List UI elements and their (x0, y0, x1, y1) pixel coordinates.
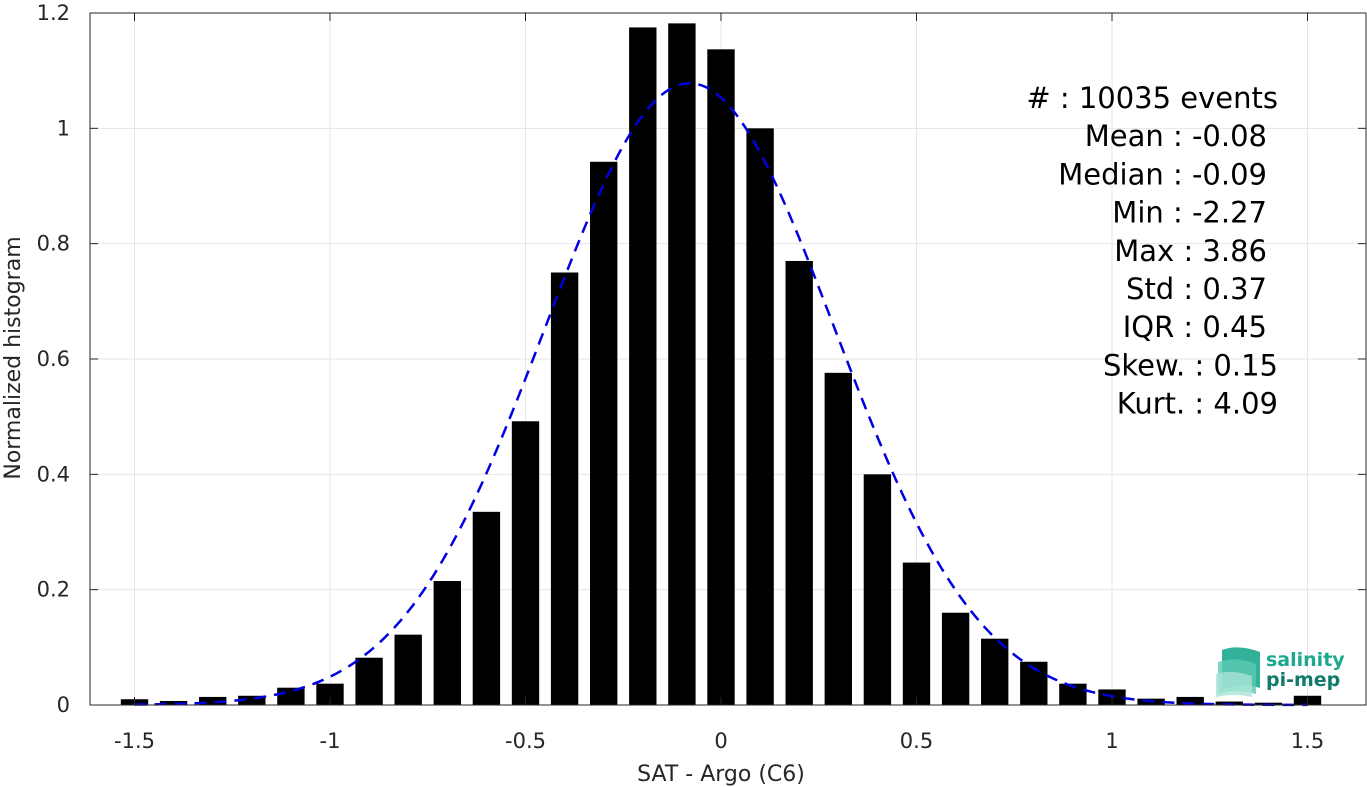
histogram-bar (316, 683, 344, 705)
x-tick-label: 1 (1105, 729, 1118, 753)
gaussian-fit-curve (134, 82, 1308, 707)
y-tick-label: 1.2 (37, 1, 70, 25)
stat-line: Min : -2.27 (1112, 196, 1267, 230)
histogram-bar (590, 161, 618, 705)
stat-line: Median : -0.09 (1058, 157, 1267, 191)
y-tick-label: 0.6 (37, 347, 70, 371)
histogram-bar (511, 421, 540, 705)
y-tick-label: 0.2 (37, 578, 70, 602)
x-tick-label: -0.5 (505, 729, 546, 753)
y-axis-label: Normalized histogram (1, 236, 26, 479)
histogram-bar (199, 696, 227, 705)
histogram-bar (981, 638, 1009, 705)
histogram-bar (863, 474, 892, 705)
stat-line: Skew. : 0.15 (1103, 348, 1278, 382)
histogram-bar (472, 511, 501, 705)
histogram-bar (159, 700, 188, 705)
stat-line: Max : 3.86 (1114, 234, 1267, 268)
histogram-bar (902, 562, 931, 705)
histogram-bar (238, 695, 266, 705)
x-tick-label: -1 (320, 729, 341, 753)
stat-line: # : 10035 events (1026, 81, 1278, 115)
y-axis-ticks: 0 0.2 0.4 0.6 0.8 1 1.2 (37, 1, 1366, 717)
x-tick-label: 0 (714, 729, 727, 753)
histogram-bar (707, 49, 735, 705)
histogram-bar (629, 27, 657, 705)
histogram-bar (394, 634, 422, 705)
x-tick-label: 1.5 (1291, 729, 1324, 753)
statistics-box: # : 10035 events Mean : -0.08 Median : -0.… (1026, 81, 1278, 421)
histogram-bar (824, 372, 852, 705)
x-tick-label: 0.5 (900, 729, 933, 753)
x-tick-label: -1.5 (114, 729, 155, 753)
histogram-bar (746, 128, 774, 706)
x-axis-ticks: -1.5 -1 -0.5 0 0.5 1 1.5 (114, 13, 1324, 753)
stat-line: Mean : -0.08 (1085, 119, 1267, 153)
histogram-bar (668, 23, 696, 705)
histogram-bar (355, 657, 383, 705)
histogram-bar (1176, 696, 1204, 705)
histogram-bar (941, 612, 970, 705)
y-tick-label: 1 (57, 116, 70, 140)
histogram-bar (277, 687, 305, 705)
histogram-bar (785, 260, 813, 705)
salinity-pi-mep-logo: salinity pi-mep (1216, 647, 1345, 697)
logo-line1: salinity (1266, 649, 1345, 671)
histogram-bar (1059, 683, 1087, 705)
y-tick-label: 0.8 (37, 232, 70, 256)
stat-line: Std : 0.37 (1126, 272, 1267, 306)
histogram-bar (433, 581, 461, 705)
logo-wave-icon (1216, 647, 1260, 697)
y-tick-label: 0 (57, 693, 70, 717)
logo-line2: pi-mep (1266, 669, 1340, 691)
histogram-bar (550, 272, 579, 705)
stat-line: IQR : 0.45 (1123, 310, 1267, 344)
x-axis-label: SAT - Argo (C6) (637, 762, 805, 787)
stat-line: Kurt. : 4.09 (1117, 387, 1278, 421)
y-tick-label: 0.4 (37, 462, 70, 486)
